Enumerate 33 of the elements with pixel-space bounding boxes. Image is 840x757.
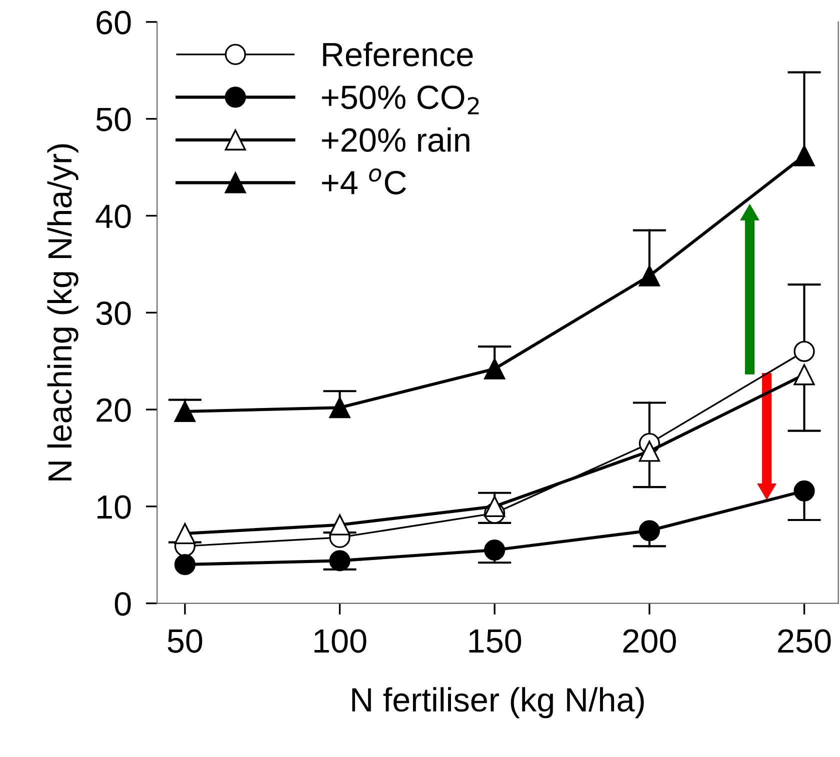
point: [329, 514, 350, 536]
legend-label: +50% CO$_{2}$: [322, 86, 479, 114]
point: [794, 480, 815, 502]
y-tick-label: 40: [96, 204, 131, 228]
point: [484, 496, 506, 517]
x-axis-title: N fertiliser (kg N/ha): [352, 687, 644, 718]
point: [794, 145, 815, 166]
point: [638, 440, 660, 462]
legend-label: Reference: [323, 42, 473, 66]
point: [638, 265, 660, 286]
x-tick-label: 100: [314, 629, 366, 653]
point: [794, 364, 815, 386]
y-tick-label: 50: [96, 108, 131, 132]
y-tick-label: 10: [98, 495, 131, 519]
point: [174, 554, 196, 576]
y-tick-label: 0: [114, 592, 131, 616]
legend-label: +4 $^{o}$C: [322, 168, 406, 194]
y-tick-label: 20: [96, 398, 131, 422]
point: [329, 397, 350, 418]
y-tick-label: 60: [96, 10, 131, 34]
point: [794, 340, 815, 362]
x-tick-label: 150: [469, 629, 522, 653]
x-tick-label: 50: [168, 629, 202, 653]
x-tick-label: 200: [623, 629, 676, 653]
point: [484, 358, 506, 380]
point: [484, 539, 506, 561]
legend-label: +20% rain: [322, 127, 470, 152]
point: [329, 550, 350, 572]
point: [638, 520, 660, 542]
y-axis-title: N leaching (kg N/ha/yr): [47, 144, 78, 480]
y-tick-label: 30: [96, 301, 131, 326]
x-tick-label: 250: [778, 629, 831, 653]
point: [174, 523, 196, 544]
